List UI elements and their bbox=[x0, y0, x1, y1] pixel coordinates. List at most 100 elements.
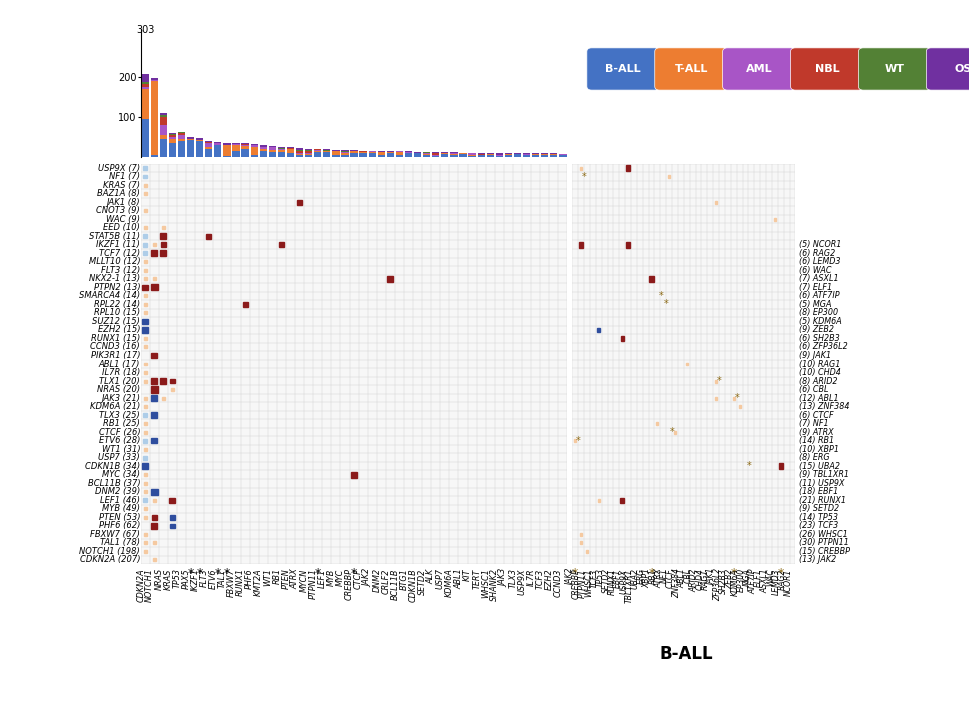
Bar bbox=[242, 302, 247, 306]
Text: 303: 303 bbox=[136, 25, 154, 35]
Bar bbox=[395, 151, 403, 155]
Text: JAK2: JAK2 bbox=[566, 569, 575, 586]
Text: *: * bbox=[647, 567, 654, 580]
Bar bbox=[204, 143, 212, 146]
Bar bbox=[141, 74, 148, 82]
Bar bbox=[160, 115, 167, 116]
Bar bbox=[143, 473, 146, 476]
Bar bbox=[143, 542, 146, 545]
Bar bbox=[143, 251, 147, 256]
Text: USP9X: USP9X bbox=[517, 569, 526, 595]
Bar bbox=[162, 226, 165, 229]
Text: STAT5B (11): STAT5B (11) bbox=[89, 232, 141, 241]
Bar bbox=[495, 153, 503, 154]
Bar bbox=[778, 464, 782, 469]
Bar bbox=[141, 119, 148, 157]
Bar bbox=[170, 523, 174, 529]
Text: (6) RAG2: (6) RAG2 bbox=[798, 249, 834, 258]
Text: *: * bbox=[214, 567, 221, 580]
Text: NOTCH1 (198): NOTCH1 (198) bbox=[79, 547, 141, 556]
Bar bbox=[619, 497, 623, 503]
Bar bbox=[450, 154, 457, 157]
Bar bbox=[287, 146, 294, 149]
Bar bbox=[152, 499, 156, 502]
Bar bbox=[160, 379, 166, 384]
Bar bbox=[574, 439, 576, 442]
Bar bbox=[152, 542, 156, 545]
Bar bbox=[387, 153, 393, 157]
Text: FBXW7: FBXW7 bbox=[227, 569, 235, 597]
Bar bbox=[332, 150, 339, 151]
Bar bbox=[160, 250, 166, 256]
Text: KMT2A: KMT2A bbox=[254, 569, 263, 596]
Bar bbox=[673, 431, 675, 434]
Text: ATRX: ATRX bbox=[291, 569, 299, 589]
Text: CTCF: CTCF bbox=[354, 569, 362, 589]
Text: (23) TCF3: (23) TCF3 bbox=[798, 521, 837, 531]
Bar bbox=[395, 155, 403, 157]
Bar bbox=[549, 154, 557, 155]
Bar bbox=[578, 242, 582, 248]
Text: NF1 (7): NF1 (7) bbox=[109, 172, 141, 181]
Text: SETD2: SETD2 bbox=[418, 569, 426, 595]
Bar bbox=[169, 133, 176, 134]
Text: *: * bbox=[670, 427, 674, 437]
Bar bbox=[169, 134, 176, 135]
Text: SHANK2: SHANK2 bbox=[490, 569, 499, 601]
Bar bbox=[150, 78, 158, 79]
Bar bbox=[143, 175, 147, 178]
Bar bbox=[625, 165, 630, 171]
Text: (7) ELF1: (7) ELF1 bbox=[798, 282, 831, 292]
Text: *: * bbox=[224, 567, 230, 580]
Text: OS: OS bbox=[953, 64, 969, 74]
Text: CBL: CBL bbox=[683, 569, 692, 583]
Text: NCOR1: NCOR1 bbox=[783, 569, 792, 596]
Bar bbox=[143, 414, 147, 417]
Text: JAK1 (8): JAK1 (8) bbox=[107, 197, 141, 207]
Text: TAL1: TAL1 bbox=[218, 569, 227, 587]
Bar bbox=[170, 497, 175, 503]
Bar bbox=[143, 431, 146, 434]
Text: *: * bbox=[572, 567, 578, 580]
Bar bbox=[304, 154, 312, 157]
Text: SMARCA4 (14): SMARCA4 (14) bbox=[79, 291, 141, 301]
Text: FLT3: FLT3 bbox=[200, 569, 208, 587]
Text: KRAS: KRAS bbox=[163, 569, 172, 590]
Bar bbox=[559, 155, 566, 157]
Bar bbox=[143, 363, 146, 365]
Text: (14) TP53: (14) TP53 bbox=[798, 513, 837, 522]
Bar bbox=[585, 550, 587, 553]
Bar bbox=[142, 285, 148, 290]
Text: LEF1 (46): LEF1 (46) bbox=[100, 496, 141, 505]
Bar bbox=[296, 154, 303, 157]
Text: CRLF2: CRLF2 bbox=[381, 569, 390, 594]
Text: CDKN2A: CDKN2A bbox=[136, 569, 145, 602]
Text: TLX3: TLX3 bbox=[508, 569, 517, 588]
Text: *: * bbox=[745, 462, 750, 471]
Text: ABL1 (17): ABL1 (17) bbox=[99, 360, 141, 368]
Bar bbox=[177, 141, 185, 157]
Text: TP53: TP53 bbox=[595, 569, 604, 587]
Bar bbox=[187, 137, 194, 138]
Text: (10) RAG1: (10) RAG1 bbox=[798, 360, 839, 368]
Bar bbox=[404, 154, 412, 157]
Text: NOTCH1: NOTCH1 bbox=[145, 569, 154, 602]
Text: LEMD3: LEMD3 bbox=[771, 569, 780, 595]
Text: EP300: EP300 bbox=[735, 569, 745, 593]
Text: PHF6 (62): PHF6 (62) bbox=[99, 521, 141, 531]
Bar bbox=[170, 515, 174, 520]
Text: MYB (49): MYB (49) bbox=[102, 505, 141, 513]
Text: ATF7IP: ATF7IP bbox=[747, 569, 757, 594]
Text: EZH2 (15): EZH2 (15) bbox=[98, 325, 141, 334]
Bar bbox=[714, 397, 716, 400]
Text: TP53: TP53 bbox=[172, 569, 181, 588]
Text: EBF1: EBF1 bbox=[612, 569, 621, 587]
Text: TLX3 (25): TLX3 (25) bbox=[100, 411, 141, 419]
Bar bbox=[268, 151, 275, 157]
Text: (18) EBF1: (18) EBF1 bbox=[798, 487, 837, 496]
Bar bbox=[260, 151, 266, 157]
Bar bbox=[143, 303, 146, 306]
Bar bbox=[422, 154, 430, 157]
Bar bbox=[143, 397, 146, 400]
Bar bbox=[341, 150, 348, 151]
